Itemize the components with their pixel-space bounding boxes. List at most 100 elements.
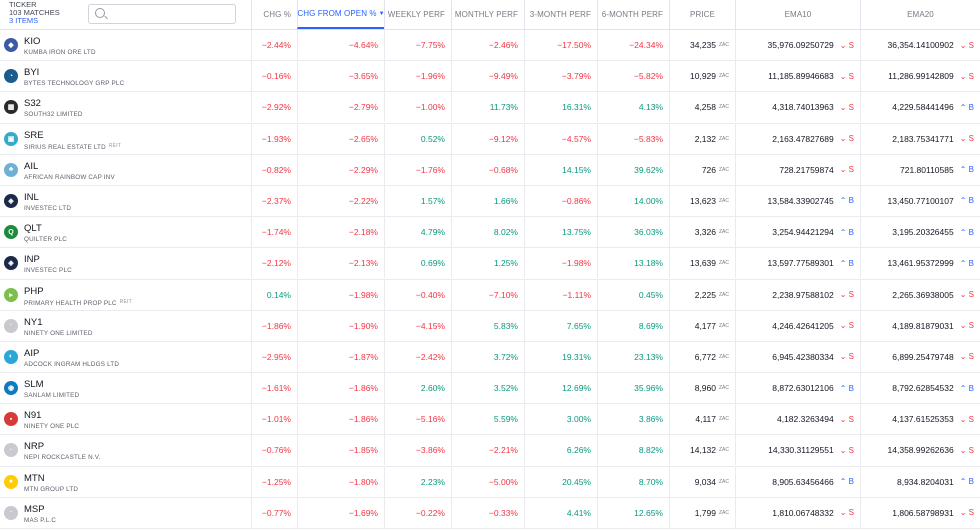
company-name-text: NINETY ONE LIMITED bbox=[24, 329, 93, 337]
cell-ema10: 13,584.33902745 ⌃ B bbox=[735, 185, 860, 216]
table-row[interactable]: · NY1 NINETY ONE LIMITED −1.86% −1.90% −4.15%… bbox=[0, 310, 980, 342]
ema10-value: 2,238.97588102 bbox=[772, 289, 834, 300]
table-row[interactable]: ◈ INL INVESTEC LTD −2.37% −2.22% 1.57% 1.66% −0… bbox=[0, 185, 980, 218]
cell-3-month-perf: 13.75% bbox=[524, 217, 597, 248]
signal-letter: S bbox=[968, 40, 974, 50]
ema10-value: 6,945.42380334 bbox=[772, 351, 834, 362]
table-row[interactable]: · MSP MAS P.L.C −0.77% −1.69% −0.22% −0.33% 4.4… bbox=[0, 497, 980, 529]
column-header-chg-from-open[interactable]: CHG FROM OPEN % ▼ bbox=[297, 0, 385, 29]
chevron-down-icon: ⌄ bbox=[959, 445, 969, 455]
table-row[interactable]: ▦ S32 SOUTH32 LIMITED −2.92% −2.79% −1.00% 11.… bbox=[0, 92, 980, 124]
chevron-down-icon: ⌄ bbox=[839, 321, 849, 331]
table-row[interactable]: ▪ N91 NINETY ONE PLC −1.01% −1.86% −5.16% 5.59… bbox=[0, 404, 980, 436]
ema20-value: 2,265.36938005 bbox=[892, 289, 954, 300]
cell-6-month-perf: −5.83% bbox=[597, 123, 669, 154]
ticker-symbol[interactable]: NY1 bbox=[24, 316, 43, 328]
column-header-3-month-perf[interactable]: 3-MONTH PERF bbox=[524, 0, 597, 29]
ticker-symbol[interactable]: QLT bbox=[24, 223, 42, 235]
table-row[interactable]: ● MTN MTN GROUP LTD −1.25% −1.80% 2.23% −5.00%… bbox=[0, 466, 980, 498]
column-header-ema20[interactable]: EMA20 bbox=[860, 0, 980, 29]
ema10-value: 13,597.77589301 bbox=[767, 258, 834, 269]
cell-6-month-perf: 23.13% bbox=[597, 341, 669, 372]
cell-weekly-perf: −1.76% bbox=[384, 154, 451, 185]
cell-chg: −1.86% bbox=[251, 310, 297, 341]
ticker-symbol[interactable]: NRP bbox=[24, 441, 45, 453]
cell-3-month-perf: −3.79% bbox=[524, 61, 597, 92]
signal-letter: S bbox=[848, 352, 854, 362]
sanlam-logo-icon: ◉ bbox=[4, 381, 18, 396]
column-header-chg[interactable]: CHG % bbox=[251, 0, 297, 29]
ticker-symbol[interactable]: MSP bbox=[24, 503, 45, 515]
currency-unit: ZAC bbox=[719, 385, 729, 392]
ticker-symbol[interactable]: INL bbox=[24, 191, 39, 203]
ticker-symbol[interactable]: N91 bbox=[24, 410, 42, 422]
cell-ema20: 8,934.8204031 ⌃ B bbox=[860, 466, 980, 497]
cell-chg-from-open: −1.86% bbox=[297, 373, 384, 404]
ticker-symbol[interactable]: BYI bbox=[24, 67, 40, 79]
chevron-up-icon: ⌃ bbox=[839, 383, 849, 393]
column-header-price[interactable]: PRICE bbox=[669, 0, 735, 29]
cell-ema20: 3,195.20326455 ⌃ B bbox=[860, 217, 980, 248]
ticker-symbol[interactable]: AIL bbox=[24, 160, 39, 172]
column-header-6-month-perf[interactable]: 6-MONTH PERF bbox=[597, 0, 669, 29]
price-value: 10,929 bbox=[690, 71, 716, 82]
table-row[interactable]: ♣ AIL AFRICAN RAINBOW CAP INV −0.82% −2.29% −… bbox=[0, 154, 980, 186]
chevron-down-icon: ⌄ bbox=[959, 71, 969, 81]
cell-chg-from-open: −2.79% bbox=[297, 92, 384, 123]
signal-letter: B bbox=[968, 196, 974, 206]
table-row[interactable]: ▣ SRE SIRIUS REAL ESTATE LTD REIT −1.93% −2.6… bbox=[0, 123, 980, 155]
table-row[interactable]: ◉ SLM SANLAM LIMITED −1.61% −1.86% 2.60% 3.52%… bbox=[0, 373, 980, 405]
cell-ema20: 36,354.14100902 ⌄ S bbox=[860, 30, 980, 60]
cell-chg: −1.61% bbox=[251, 373, 297, 404]
selected-items-count[interactable]: 3 ITEMS bbox=[9, 16, 39, 26]
ticker-column-header[interactable]: TICKER 103 MATCHES 3 ITEMS bbox=[9, 0, 60, 26]
sell-signal-icon: ⌄ S bbox=[840, 165, 854, 174]
chevron-up-icon: ⌃ bbox=[959, 196, 969, 206]
kumba-logo-icon: ◆ bbox=[4, 38, 18, 52]
ticker-symbol[interactable]: SLM bbox=[24, 379, 44, 391]
column-header-monthly-perf[interactable]: MONTHLY PERF bbox=[451, 0, 524, 29]
signal-letter: B bbox=[968, 477, 974, 487]
table-row[interactable]: ◐ AIP ADCOCK INGRAM HLDGS LTD −2.95% −1.87% −… bbox=[0, 341, 980, 374]
chevron-down-icon: ⌄ bbox=[839, 445, 849, 455]
ticker-symbol[interactable]: KIO bbox=[24, 36, 41, 47]
cell-6-month-perf: 3.86% bbox=[597, 404, 669, 435]
cell-monthly-perf: −0.68% bbox=[451, 154, 524, 185]
table-row[interactable]: ▸ PHP PRIMARY HEALTH PROP PLC REIT 0.14% −1.9… bbox=[0, 279, 980, 311]
column-header-ema10[interactable]: EMA10 bbox=[735, 0, 860, 29]
company-name: INVESTEC LTD bbox=[24, 205, 71, 212]
company-name: MTN GROUP LTD bbox=[24, 486, 78, 493]
ticker-symbol[interactable]: SRE bbox=[24, 129, 44, 141]
buy-signal-icon: ⌃ B bbox=[960, 165, 974, 174]
table-row[interactable]: ◈ INP INVESTEC PLC −2.12% −2.13% 0.69% 1.25% −1… bbox=[0, 248, 980, 280]
cell-ema10: 2,238.97588102 ⌄ S bbox=[735, 279, 860, 310]
column-header-weekly-perf[interactable]: WEEKLY PERF bbox=[384, 0, 451, 29]
table-row[interactable]: ◔ BYI BYTES TECHNOLOGY GRP PLC −0.16% −3.65%… bbox=[0, 61, 980, 93]
chevron-down-icon: ⌄ bbox=[839, 134, 849, 144]
company-name: INVESTEC PLC bbox=[24, 267, 72, 274]
ticker-symbol[interactable]: PHP bbox=[24, 285, 44, 297]
table-row[interactable]: · NRP NEPI ROCKCASTLE N.V. −0.76% −1.85% −3.8… bbox=[0, 435, 980, 467]
ticker-symbol[interactable]: S32 bbox=[24, 98, 41, 110]
mtn-logo-icon: ● bbox=[4, 474, 18, 489]
ticker-symbol[interactable]: MTN bbox=[24, 472, 45, 484]
ticker-symbol[interactable]: AIP bbox=[24, 347, 40, 359]
currency-unit: ZAC bbox=[719, 416, 729, 423]
search-input[interactable] bbox=[88, 4, 236, 24]
cell-3-month-perf: 19.31% bbox=[524, 341, 597, 372]
table-header: TICKER 103 MATCHES 3 ITEMS CHG % CHG FRO… bbox=[0, 0, 980, 30]
cell-chg: −1.93% bbox=[251, 123, 297, 154]
chevron-up-icon: ⌃ bbox=[839, 196, 849, 206]
cell-chg-from-open: −1.85% bbox=[297, 435, 384, 466]
ticker-symbol[interactable]: INP bbox=[24, 254, 40, 266]
primary-health-logo-icon: ▸ bbox=[4, 287, 18, 302]
price-value: 1,799 bbox=[694, 507, 716, 518]
chevron-down-icon: ⌄ bbox=[839, 508, 849, 518]
table-row[interactable]: Q QLT QUILTER PLC −1.74% −2.18% 4.79% 8.02% 13.… bbox=[0, 217, 980, 249]
cell-6-month-perf: 4.13% bbox=[597, 92, 669, 123]
cell-6-month-perf: 8.82% bbox=[597, 435, 669, 466]
cell-chg-from-open: −2.22% bbox=[297, 185, 384, 216]
signal-letter: S bbox=[848, 290, 854, 299]
table-row[interactable]: ◆ KIO KUMBA IRON ORE LTD −2.44% −4.64% −7.75%… bbox=[0, 30, 980, 62]
signal-letter: S bbox=[848, 71, 854, 81]
